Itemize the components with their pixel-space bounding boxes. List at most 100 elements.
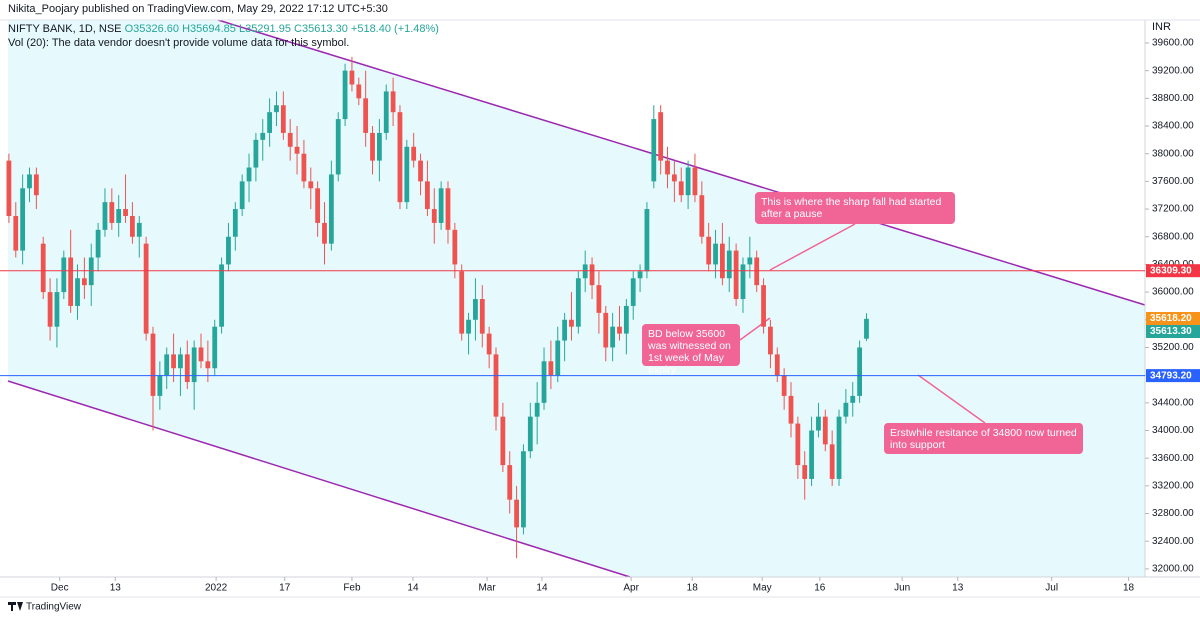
candle-body [541, 361, 547, 403]
price-label-bg [1146, 312, 1200, 326]
candle-body [809, 430, 814, 479]
candle-body [130, 215, 135, 237]
published: Nikita_Poojary published on TradingView.… [8, 3, 388, 15]
footer-brand: TradingView [26, 602, 82, 613]
y-tick-label: 38800.00 [1152, 93, 1194, 104]
candle-body [164, 354, 170, 376]
candle-body [610, 326, 616, 348]
candle-body [20, 188, 26, 251]
candle-body [239, 181, 245, 210]
candle-body [452, 229, 458, 265]
annotation: BD below 35600 was witnessed on 1st week… [642, 324, 740, 376]
candle-body [61, 257, 67, 293]
candle-body [754, 257, 760, 286]
candle-body [363, 98, 369, 133]
candle-body [40, 243, 46, 293]
candle-body [850, 395, 856, 403]
candle-body [706, 236, 712, 265]
candle-body [473, 299, 478, 320]
candle-body [198, 347, 204, 362]
candle-body [500, 416, 506, 466]
candle-body [493, 354, 499, 417]
x-tick-label: Feb [343, 583, 361, 594]
candle-body [596, 285, 602, 313]
candle-body [301, 153, 307, 182]
candle-body [569, 319, 574, 327]
price-label-bg [1146, 264, 1200, 278]
candle-body [527, 416, 533, 452]
candle-body [644, 209, 650, 272]
candle-body [212, 326, 218, 369]
candle-body [589, 264, 595, 286]
y-tick-label: 32000.00 [1152, 564, 1194, 575]
candle-body [699, 195, 705, 237]
candle-body [267, 112, 273, 133]
y-tick-label: 34400.00 [1152, 397, 1194, 408]
candle-body [376, 132, 382, 161]
change: +518.40 (+1.48%) [350, 23, 439, 35]
candle-body [171, 354, 176, 369]
candle-body [582, 264, 588, 279]
candle-body [486, 333, 492, 355]
pointer [917, 374, 986, 424]
candle-body [178, 354, 183, 369]
currency: INR [1152, 21, 1171, 33]
candle-body [370, 132, 375, 161]
candle-body [109, 202, 115, 223]
y-tick-label: 34000.00 [1152, 425, 1194, 436]
annotation: Erstwhile resitance of 34800 now turned … [884, 423, 1083, 454]
x-tick-label: 17 [279, 583, 291, 594]
y-tick-label: 36800.00 [1152, 231, 1194, 242]
price-label-bg [1146, 325, 1200, 339]
candle-body [438, 188, 444, 223]
candle-body [431, 209, 437, 223]
candle-body [205, 361, 211, 369]
ohlc: O35326.60 [124, 23, 179, 35]
candle-body [479, 299, 485, 334]
candle-body [829, 444, 835, 479]
y-tick-label: 35200.00 [1152, 342, 1194, 353]
candle-body [294, 146, 300, 154]
x-tick-label: May [753, 583, 772, 594]
candle-body [459, 271, 465, 334]
candle-body [658, 112, 664, 161]
candle-body [68, 257, 74, 306]
x-tick-label: 14 [407, 583, 419, 594]
candle-body [575, 278, 581, 327]
price-label: 34793.20 [1150, 370, 1192, 381]
y-tick-label: 37200.00 [1152, 204, 1194, 215]
price-label: 35613.30 [1150, 326, 1192, 337]
candle-body [761, 285, 766, 327]
candle-body [719, 243, 725, 279]
symbol: NIFTY BANK, 1D, NSE [8, 23, 122, 35]
candle-body [253, 139, 259, 168]
candle-body [95, 229, 101, 258]
y-tick-label: 38400.00 [1152, 121, 1194, 132]
candle-body [54, 292, 60, 327]
candle-body [836, 416, 842, 479]
candle-body [116, 209, 122, 223]
volume-note: Vol (20): The data vendor doesn't provid… [8, 37, 350, 49]
x-tick-label: 16 [814, 583, 826, 594]
candle-body [308, 181, 314, 189]
candle-body [788, 395, 794, 424]
candle-body [445, 188, 451, 230]
channel-lower [7, 380, 631, 578]
pointer [769, 223, 856, 271]
x-tick-label: Jun [894, 583, 910, 594]
candle-body [617, 326, 622, 334]
candle-body [383, 91, 389, 133]
candle-body [555, 340, 561, 376]
candle-body [226, 236, 231, 265]
candle-body [651, 119, 657, 182]
logo [8, 602, 23, 611]
candle-body [864, 318, 869, 339]
candle-body [88, 257, 94, 286]
y-tick-label: 33600.00 [1152, 453, 1194, 464]
candle-body [356, 84, 362, 99]
candle-body [232, 209, 238, 237]
candle-body [548, 361, 554, 376]
candle-body [603, 312, 609, 348]
